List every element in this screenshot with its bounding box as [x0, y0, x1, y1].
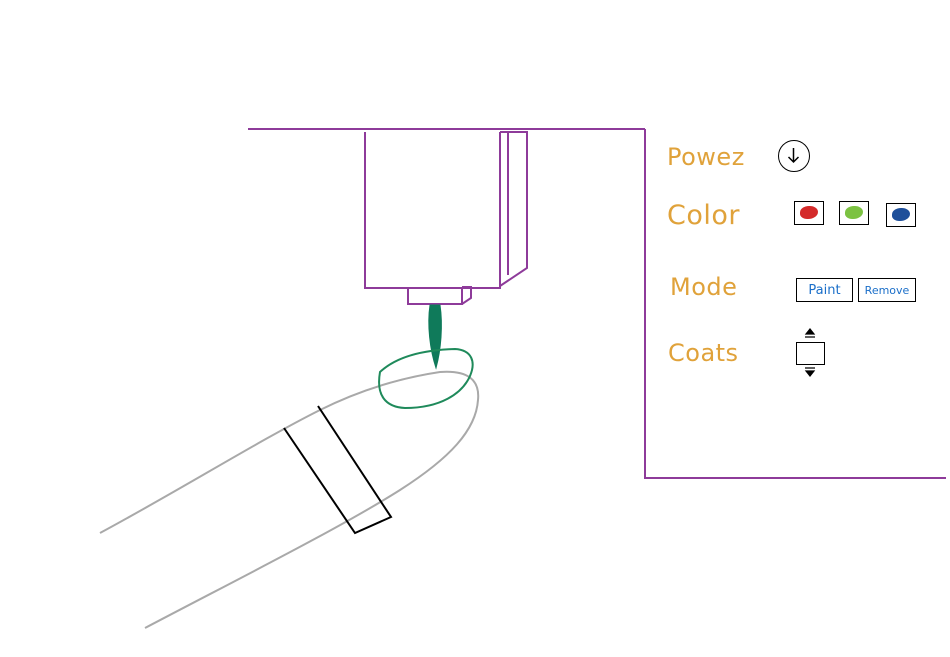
fingernail [378, 347, 474, 410]
power-label: Powez [667, 143, 745, 171]
color-swatch-green-blob [845, 206, 863, 219]
mode-label: Mode [670, 273, 738, 301]
color-swatch-red-blob [800, 206, 818, 219]
coats-down-arrow[interactable] [803, 366, 817, 378]
color-swatch-blue[interactable] [886, 203, 916, 227]
color-swatch-blue-blob [892, 208, 910, 221]
coats-label: Coats [668, 339, 739, 367]
mode-paint-button[interactable]: Paint [796, 278, 853, 302]
color-swatch-red[interactable] [794, 201, 824, 225]
paint-nozzle [428, 304, 442, 370]
print-head-mount [407, 286, 472, 305]
ring-band [283, 405, 393, 535]
coats-value-box[interactable] [796, 342, 825, 365]
power-button[interactable] [778, 140, 810, 172]
coats-up-arrow[interactable] [803, 327, 817, 339]
color-label: Color [667, 200, 740, 231]
color-swatch-green[interactable] [839, 201, 869, 225]
finger-outline [99, 370, 480, 629]
mode-remove-button[interactable]: Remove [858, 278, 916, 302]
power-icon [787, 148, 800, 164]
control-panel-frame [644, 129, 946, 479]
print-head-body [364, 131, 528, 289]
